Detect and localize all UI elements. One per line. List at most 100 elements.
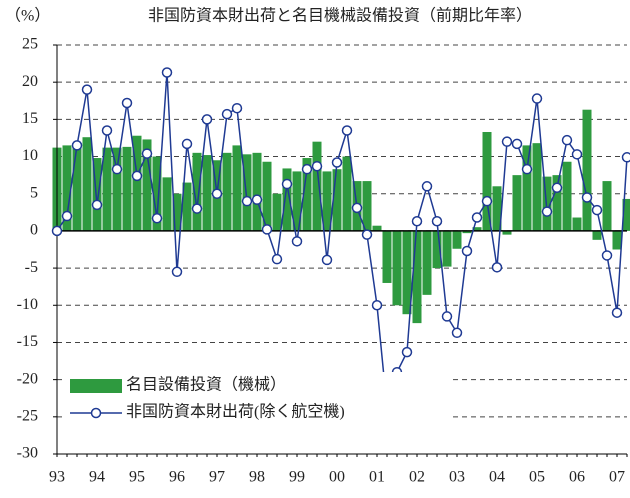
marker	[463, 246, 472, 255]
marker	[563, 136, 572, 145]
legend-marker	[92, 409, 101, 418]
marker	[243, 197, 252, 206]
marker	[353, 203, 362, 212]
x-tick-label: 00	[329, 469, 345, 486]
marker	[223, 110, 232, 119]
y-axis-label: （%）	[5, 7, 50, 25]
y-tick-label: 0	[30, 222, 38, 239]
bar	[423, 231, 432, 295]
marker	[173, 267, 182, 276]
marker	[323, 255, 332, 264]
marker	[83, 85, 92, 94]
x-tick-label: 03	[449, 469, 465, 486]
marker	[123, 99, 132, 108]
bar	[443, 231, 452, 267]
chart-title: 非国防資本財出荷と名目機械設備投資（前期比年率）	[148, 7, 532, 25]
marker	[103, 126, 112, 135]
x-tick-label: 95	[129, 469, 145, 486]
y-tick-label: -10	[17, 296, 38, 313]
bar	[523, 145, 532, 231]
marker	[523, 165, 532, 174]
bar	[113, 148, 122, 231]
x-tick-label: 99	[289, 469, 305, 486]
marker	[253, 195, 262, 204]
bar	[573, 218, 582, 231]
x-tick-label: 02	[409, 469, 425, 486]
marker	[293, 237, 302, 246]
marker	[153, 214, 162, 223]
marker	[343, 126, 352, 135]
marker	[483, 197, 492, 206]
marker	[433, 217, 442, 226]
marker	[543, 207, 552, 216]
marker	[453, 328, 462, 337]
marker	[203, 115, 212, 124]
bar	[203, 155, 212, 231]
bar	[393, 231, 402, 305]
marker	[493, 263, 502, 272]
x-tick-label: 96	[169, 469, 185, 486]
marker	[513, 139, 522, 148]
bar	[73, 145, 82, 231]
marker	[113, 165, 122, 174]
marker	[573, 150, 582, 159]
marker	[613, 308, 622, 317]
bar	[413, 231, 422, 323]
bar	[233, 145, 242, 231]
x-tick-label: 93	[49, 469, 65, 486]
y-tick-label: 15	[22, 110, 38, 127]
marker	[473, 213, 482, 222]
bar	[343, 157, 352, 231]
bar	[163, 177, 172, 231]
marker	[63, 212, 72, 221]
y-tick-label: 25	[22, 36, 38, 53]
marker	[623, 153, 630, 162]
bar	[123, 147, 132, 231]
marker	[503, 137, 512, 146]
marker	[303, 165, 312, 174]
bar	[103, 148, 112, 231]
bar	[593, 231, 602, 240]
y-tick-label: 5	[30, 184, 38, 201]
bar	[383, 231, 392, 283]
marker	[283, 180, 292, 189]
x-tick-label: 97	[209, 469, 225, 486]
marker	[413, 217, 422, 226]
marker	[603, 251, 612, 260]
y-tick-label: -5	[25, 259, 38, 276]
marker	[333, 158, 342, 167]
marker	[403, 348, 412, 357]
marker	[423, 182, 432, 191]
x-tick-label: 01	[369, 469, 385, 486]
marker	[313, 162, 322, 171]
bar	[613, 231, 622, 250]
legend-label: 非国防資本財出荷(除く航空機)	[126, 403, 345, 421]
marker	[53, 226, 62, 235]
bar	[563, 162, 572, 231]
x-tick-label: 06	[569, 469, 585, 486]
marker	[183, 139, 192, 148]
x-tick-label: 98	[249, 469, 265, 486]
x-tick-label: 04	[489, 469, 505, 486]
bar	[533, 143, 542, 231]
bar	[513, 175, 522, 231]
marker	[363, 230, 372, 239]
bar	[273, 194, 282, 231]
marker	[133, 171, 142, 180]
legend-swatch	[70, 379, 122, 393]
marker	[373, 301, 382, 310]
line	[57, 73, 627, 408]
bar	[83, 137, 92, 231]
bar	[363, 181, 372, 231]
x-tick-label: 05	[529, 469, 545, 486]
y-tick-label: 10	[22, 147, 38, 164]
marker	[533, 94, 542, 103]
marker	[193, 204, 202, 213]
marker	[583, 193, 592, 202]
marker	[143, 149, 152, 158]
legend-label: 名目設備投資（機械）	[126, 376, 286, 394]
marker	[213, 189, 222, 198]
marker	[233, 104, 242, 113]
bar	[453, 231, 462, 249]
